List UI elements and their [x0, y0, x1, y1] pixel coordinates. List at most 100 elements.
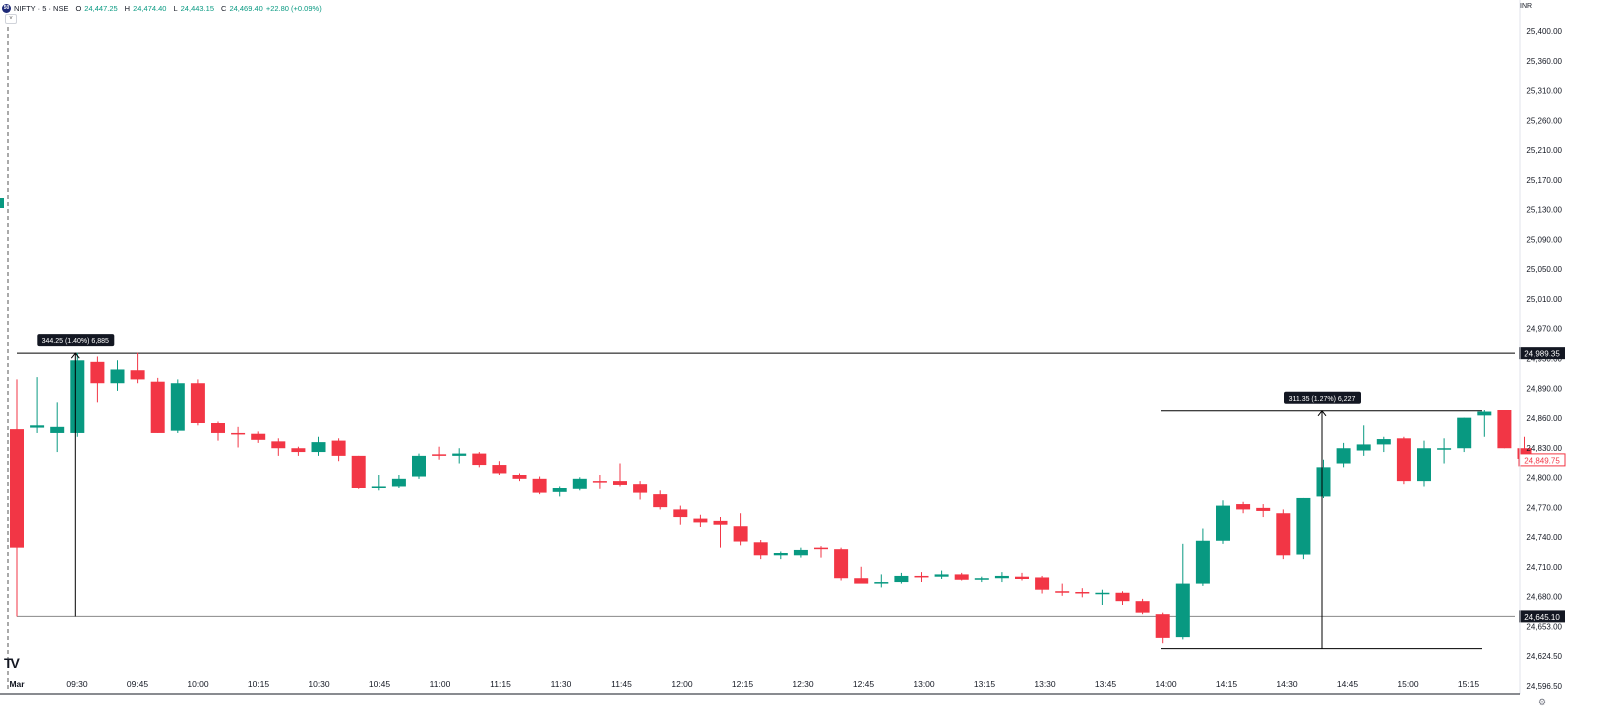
candle	[814, 546, 828, 558]
x-tick-label: 13:30	[1034, 679, 1056, 689]
candle-body	[150, 381, 165, 433]
candle-body	[432, 454, 447, 456]
candle	[934, 570, 949, 579]
candle	[733, 513, 748, 546]
candle-body	[190, 383, 205, 423]
low-key: L	[173, 3, 178, 13]
measure-label-bg	[37, 334, 115, 347]
currency-label[interactable]: INR	[1520, 3, 1533, 10]
candle-body	[412, 455, 426, 477]
candle-body	[1015, 576, 1029, 579]
x-tick-label: 10:30	[308, 679, 330, 689]
candle-body	[793, 549, 808, 556]
candle	[231, 426, 246, 448]
candle-body	[1417, 448, 1431, 482]
candle-body	[653, 494, 668, 508]
y-tick-label: 24,596.50	[1526, 682, 1562, 691]
candle	[894, 572, 909, 584]
candle-body	[773, 553, 788, 556]
gear-icon[interactable]: ⚙	[1538, 697, 1547, 707]
candle	[1376, 436, 1391, 453]
candle-body	[211, 423, 225, 433]
candle-body	[1135, 601, 1150, 613]
candle-body	[592, 481, 607, 483]
candle-body	[1095, 592, 1110, 595]
x-tick-label: 15:15	[1458, 679, 1480, 689]
symbol-label[interactable]: NIFTY · 5 · NSE	[14, 3, 69, 13]
y-tick-label: 24,710.00	[1526, 563, 1562, 572]
measure-arrow	[70, 352, 80, 359]
candle-body	[291, 448, 306, 453]
chevron-down-icon[interactable]: ˅	[5, 14, 17, 24]
candle-body	[110, 369, 125, 384]
candle-body	[1336, 448, 1351, 464]
candle	[994, 572, 1009, 583]
candle-body	[733, 526, 748, 542]
y-tick-label: 25,310.00	[1526, 87, 1562, 96]
candle	[70, 352, 85, 437]
candle	[311, 436, 326, 456]
candle-body	[10, 429, 24, 548]
candle-body	[633, 484, 648, 493]
y-tick-label: 25,130.00	[1526, 206, 1562, 215]
candle-body	[1216, 505, 1230, 541]
candle-body	[934, 574, 949, 577]
candle-body	[894, 575, 909, 583]
candle-body	[994, 575, 1009, 579]
price-level-badge	[1519, 347, 1565, 360]
y-tick-label: 24,830.00	[1526, 444, 1562, 453]
candle-body	[1376, 439, 1391, 445]
candle	[371, 475, 386, 491]
candle	[331, 438, 346, 462]
y-tick-label: 25,010.00	[1526, 295, 1562, 304]
candle-body	[1316, 467, 1331, 497]
candle	[713, 517, 728, 548]
x-tick-label: 11:00	[430, 679, 451, 689]
candle	[1356, 425, 1371, 456]
candle	[391, 475, 406, 488]
candle	[1015, 572, 1029, 581]
candle	[1236, 501, 1251, 514]
x-tick-label: 11:30	[551, 679, 572, 689]
time-axis[interactable]: Mar 09:30 09:45 10:00 10:15 10:30 10:45 11:00 11…	[0, 679, 1520, 695]
y-tick-label: 25,050.00	[1526, 265, 1562, 274]
candle	[572, 477, 587, 491]
candle	[834, 547, 849, 581]
candle-body	[552, 488, 567, 492]
open-value: 24,447.25	[84, 3, 118, 13]
candle	[1115, 591, 1130, 605]
candle-body	[391, 478, 406, 487]
last-price-label: 24,849.75	[1524, 456, 1560, 465]
candle-body	[1236, 504, 1251, 510]
candle-body	[1155, 614, 1170, 638]
candle	[793, 547, 808, 558]
candle	[773, 551, 788, 560]
candle	[673, 505, 688, 525]
candle-body	[311, 442, 326, 453]
open-key: O	[75, 3, 82, 13]
candle-body	[854, 578, 869, 584]
candle	[1095, 589, 1110, 605]
candle-body	[1276, 513, 1291, 556]
candle-body	[974, 578, 989, 580]
x-tick-label: 13:00	[913, 679, 935, 689]
price-axis[interactable]: 24,989.35 24,645.10 25,400.00 25,360.00 25,3…	[1518, 0, 1566, 694]
candle-body	[673, 509, 688, 518]
candles-layer	[10, 352, 1532, 644]
candle-body	[492, 465, 507, 474]
candle	[633, 481, 648, 500]
x-tick-label: 11:45	[611, 679, 632, 689]
candle	[1336, 442, 1351, 468]
candle-body	[452, 453, 467, 456]
x-tick-label: 10:45	[369, 679, 391, 689]
close-key: C	[221, 3, 227, 13]
candle-body	[512, 475, 527, 479]
candle	[1195, 528, 1210, 586]
x-tick-label: 13:15	[974, 679, 996, 689]
x-tick-label: 12:45	[853, 679, 875, 689]
candle	[452, 448, 467, 464]
y-tick-label: 24,770.00	[1526, 503, 1562, 512]
tradingview-logo-icon[interactable]: TV	[4, 655, 20, 671]
x-tick-label: 10:00	[187, 679, 209, 689]
